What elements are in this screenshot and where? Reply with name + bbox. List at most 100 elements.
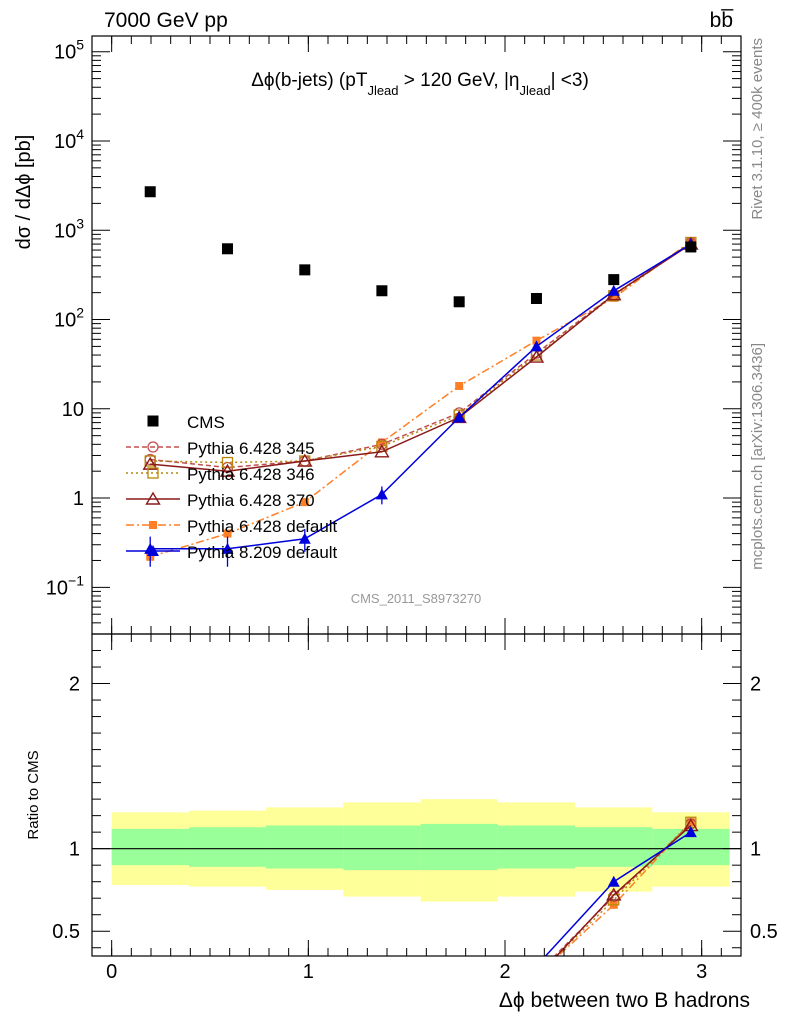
x-tick-label: 1 xyxy=(303,961,314,983)
point-cms xyxy=(530,292,542,304)
ratio-point-p370 xyxy=(530,971,543,982)
legend-marker-p345 xyxy=(147,441,159,453)
point-cms xyxy=(453,296,465,308)
series-p370 xyxy=(142,236,699,477)
series-line-p370 xyxy=(150,243,692,472)
ratio-point-p345 xyxy=(531,969,541,979)
ratio-axis-ticks xyxy=(92,634,741,956)
energy-label: 7000 GeV pp xyxy=(104,9,228,32)
legend-marker-cms xyxy=(147,415,159,427)
legend-label-pdefault: Pythia 6.428 default xyxy=(187,517,338,536)
point-p370 xyxy=(528,349,545,363)
band-inner-bin xyxy=(111,828,189,866)
ratio-tick-labels: 0.5 0.5 1 1 2 2 0 1 2 3 xyxy=(52,674,778,983)
legend-marker-p370 xyxy=(145,491,161,505)
ratio-point-pdefault xyxy=(686,818,695,827)
legend-label-p345: Pythia 6.428 345 xyxy=(187,439,315,458)
title-part-post: | <3) xyxy=(551,70,589,91)
title-sub-jlead-1: Jlead xyxy=(367,83,398,98)
point-pdefault xyxy=(223,529,232,538)
legend-label-p8: Pythia 8.209 default xyxy=(187,543,338,562)
main-y-tick-label: 102 xyxy=(54,305,84,332)
main-y-tick-label: 103 xyxy=(54,215,84,242)
rivet-version-label: Rivet 3.1.10, ≥ 400k events xyxy=(749,38,766,220)
series-cms xyxy=(144,186,697,308)
point-p370 xyxy=(297,453,313,467)
mcplots-citation-label: mcplots.cern.ch [arXiv:1306.3436] xyxy=(749,343,766,570)
point-pdefault xyxy=(377,438,386,447)
main-y-tick-label: 1 xyxy=(73,488,84,510)
ratio-point-p8 xyxy=(607,875,620,887)
ratio-panel: 0.5 0.5 1 1 2 2 0 1 2 3 Ratio to CMS Δϕ between t… xyxy=(25,633,778,1012)
point-p8 xyxy=(530,340,543,352)
ratio-series-p8 xyxy=(530,826,697,971)
x-tick-label: 0 xyxy=(106,961,117,983)
main-y-tick-label: 10 xyxy=(62,399,84,421)
point-p8 xyxy=(375,488,388,500)
ratio-y-tick-label: 1 xyxy=(69,839,80,861)
point-cms xyxy=(299,264,311,276)
point-p370 xyxy=(142,456,158,470)
point-p370 xyxy=(219,463,236,477)
point-cms xyxy=(608,274,620,286)
point-p370 xyxy=(451,410,467,424)
point-pdefault xyxy=(455,382,464,391)
point-cms xyxy=(222,243,234,255)
point-p346 xyxy=(221,456,234,469)
legend-marker-pdefault xyxy=(149,521,157,529)
main-y-tick-label: 10−1 xyxy=(46,572,84,599)
ratio-series xyxy=(530,816,699,982)
ratio-y-tick-label: 2 xyxy=(69,674,80,696)
point-p8 xyxy=(221,542,234,554)
x-tick-label: 2 xyxy=(499,961,510,983)
point-p8 xyxy=(453,411,466,423)
point-p346 xyxy=(144,455,156,467)
legend: CMS Pythia 6.428 345 Pythia 6.428 346 Pythi… xyxy=(126,413,338,562)
series-p346 xyxy=(144,236,697,469)
band-inner-bin xyxy=(266,825,344,869)
ratio-y-tick-label-right: 1 xyxy=(750,839,761,861)
title-part-mid: > 120 GeV, |η xyxy=(399,70,520,91)
analysis-watermark: CMS_2011_S8973270 xyxy=(351,591,482,606)
point-pdefault xyxy=(300,498,309,507)
point-pdefault xyxy=(609,293,618,302)
main-series xyxy=(142,186,699,567)
ratio-uncertainty-bands xyxy=(111,799,730,902)
x-tick-label: 3 xyxy=(696,961,707,983)
band-inner-bin xyxy=(420,823,498,871)
legend-marker-p8 xyxy=(147,545,159,556)
ratio-point-p8 xyxy=(684,826,697,838)
main-y-axis-label: dσ / dΔϕ [pb] xyxy=(13,135,35,250)
title-sub-jlead-2: Jlead xyxy=(519,83,550,98)
ratio-point-p8 xyxy=(530,960,542,971)
point-p8 xyxy=(607,284,620,296)
series-p345 xyxy=(144,237,697,474)
legend-label-p370: Pythia 6.428 370 xyxy=(187,491,315,510)
ratio-frame xyxy=(91,633,742,957)
main-y-tick-label: 105 xyxy=(54,37,84,64)
ratio-point-p370 xyxy=(606,887,622,901)
legend-marker-p346 xyxy=(147,467,159,479)
band-inner-bin xyxy=(188,827,267,867)
ratio-y-tick-label: 0.5 xyxy=(52,921,80,943)
ratio-y-tick-label-right: 2 xyxy=(750,674,761,696)
process-label: bb̅ xyxy=(710,9,735,32)
legend-label-p346: Pythia 6.428 346 xyxy=(187,465,315,484)
point-p8 xyxy=(298,532,311,544)
band-inner-bin xyxy=(343,825,421,871)
ratio-point-pdefault xyxy=(532,972,540,980)
ratio-y-tick-label-right: 0.5 xyxy=(750,921,778,943)
chart-title: Δϕ(b-jets) (pTJlead > 120 GeV, |ηJlead| … xyxy=(251,70,589,98)
point-p370 xyxy=(374,444,390,458)
band-inner-bin xyxy=(497,825,576,869)
series-pdefault xyxy=(146,237,695,561)
main-axis-ticks xyxy=(92,36,741,635)
series-line-pdefault xyxy=(149,240,692,558)
ratio-point-p346 xyxy=(531,971,541,981)
main-y-tick-label: 104 xyxy=(54,126,84,153)
main-panel: Δϕ(b-jets) (pTJlead > 120 GeV, |ηJlead| … xyxy=(13,35,742,635)
band-inner-bin xyxy=(575,827,653,867)
series-line-p8 xyxy=(150,243,692,550)
